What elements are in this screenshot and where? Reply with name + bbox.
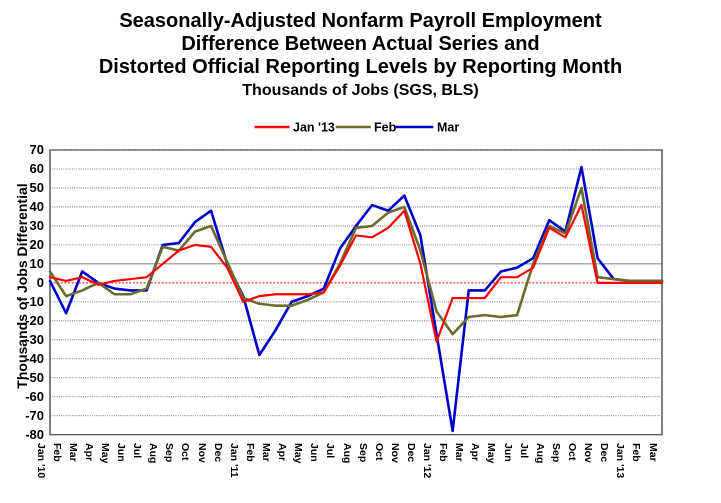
svg-text:Jan '13: Jan '13 bbox=[293, 121, 335, 135]
svg-text:Mar: Mar bbox=[437, 121, 459, 135]
svg-text:Feb: Feb bbox=[374, 121, 397, 135]
